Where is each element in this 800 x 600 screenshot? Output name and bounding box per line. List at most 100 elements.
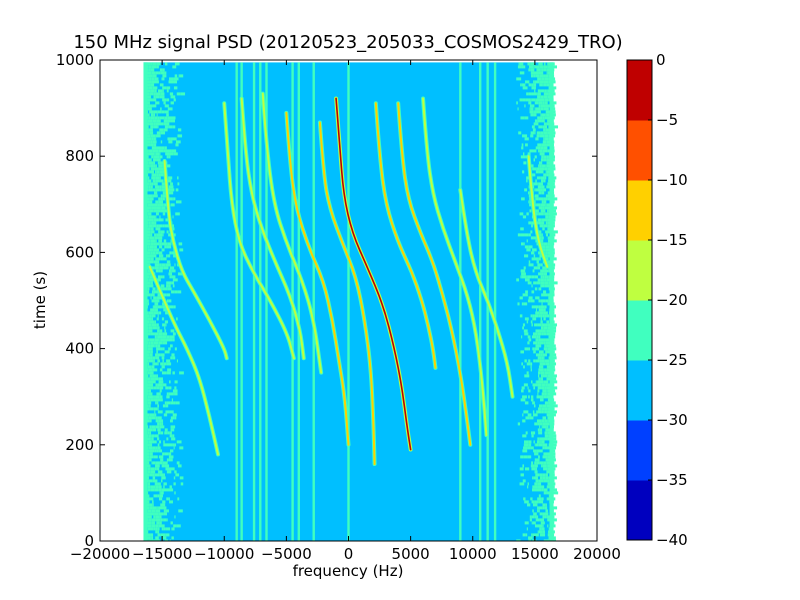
edge-noise-cell — [543, 74, 546, 78]
edge-noise-cell — [522, 215, 527, 219]
edge-noise-cell — [535, 329, 540, 333]
edge-noise-cell — [156, 506, 158, 510]
edge-noise-cell — [147, 344, 151, 348]
edge-noise-cell — [170, 101, 174, 105]
edge-noise-cell — [552, 281, 558, 285]
edge-noise-cell — [157, 236, 163, 240]
edge-noise-cell — [149, 458, 152, 462]
edge-noise-cell — [538, 305, 541, 309]
edge-noise-cell — [545, 113, 547, 117]
edge-noise-cell — [537, 182, 539, 186]
edge-noise-cell — [147, 230, 149, 234]
edge-noise-cell — [537, 482, 542, 486]
edge-noise-cell — [159, 152, 161, 156]
edge-noise-cell — [537, 323, 542, 327]
edge-noise-cell — [153, 296, 157, 300]
edge-noise-cell — [166, 470, 172, 474]
edge-noise-cell — [171, 290, 175, 294]
edge-noise-cell — [157, 314, 159, 318]
edge-noise-cell — [155, 137, 157, 141]
edge-noise-cell — [148, 326, 153, 330]
edge-noise-cell — [156, 206, 161, 210]
edge-noise-cell — [522, 326, 524, 330]
edge-noise-cell — [154, 77, 159, 81]
edge-noise-cell — [168, 488, 174, 492]
edge-noise-cell — [519, 98, 523, 102]
edge-noise-cell — [546, 83, 550, 87]
edge-noise-cell — [157, 422, 160, 426]
edge-noise-cell — [538, 479, 542, 483]
edge-noise-cell — [539, 518, 544, 522]
edge-noise-cell — [152, 251, 156, 255]
edge-noise-cell — [553, 464, 558, 468]
edge-noise-cell — [155, 134, 157, 138]
edge-noise-cell — [531, 515, 535, 519]
edge-noise-cell — [545, 194, 551, 198]
colorbar-segment — [627, 240, 652, 301]
colorbar-tick-label: −30 — [656, 411, 688, 429]
edge-noise-cell — [543, 356, 545, 360]
edge-noise-cell — [159, 521, 162, 525]
edge-noise-cell — [170, 356, 173, 360]
edge-noise-cell — [172, 215, 174, 219]
edge-noise-cell — [540, 188, 543, 192]
edge-noise-cell — [524, 440, 529, 444]
edge-noise-cell — [537, 230, 542, 234]
edge-noise-cell — [157, 530, 160, 534]
edge-noise-cell — [519, 296, 523, 300]
edge-noise-cell — [174, 416, 177, 420]
edge-noise-cell — [171, 281, 175, 285]
edge-noise-cell — [160, 362, 164, 366]
edge-noise-cell — [161, 491, 164, 495]
edge-noise-cell — [527, 455, 532, 459]
edge-noise-cell — [164, 209, 167, 213]
edge-noise-cell — [547, 227, 551, 231]
edge-noise-cell — [546, 158, 551, 162]
edge-noise-cell — [539, 224, 544, 228]
edge-noise-cell — [149, 395, 154, 399]
edge-noise-cell — [521, 197, 525, 201]
edge-noise-cell — [147, 86, 149, 90]
edge-noise-cell — [165, 338, 169, 342]
edge-noise-cell — [538, 170, 544, 174]
edge-noise-cell — [545, 74, 549, 78]
edge-noise-cell — [157, 383, 163, 387]
edge-noise-cell — [153, 359, 155, 363]
edge-noise-cell — [155, 344, 158, 348]
edge-noise-cell — [164, 326, 166, 330]
edge-noise-cell — [540, 278, 544, 282]
edge-noise-cell — [528, 263, 534, 267]
edge-noise-cell — [153, 509, 156, 513]
edge-noise-cell — [146, 104, 149, 108]
edge-noise-cell — [162, 68, 165, 72]
edge-noise-cell — [161, 317, 165, 321]
edge-noise-cell — [547, 224, 551, 228]
vertical-line-9 — [459, 62, 462, 541]
edge-noise-cell — [165, 404, 169, 408]
edge-noise-cell — [537, 422, 540, 426]
edge-noise-cell — [543, 452, 548, 456]
edge-noise-cell — [152, 74, 157, 78]
edge-noise-cell — [530, 320, 533, 324]
edge-noise-cell — [159, 422, 162, 426]
edge-noise-cell — [553, 230, 558, 234]
edge-noise-cell — [520, 398, 526, 402]
edge-noise-cell — [158, 338, 160, 342]
edge-noise-cell — [164, 329, 167, 333]
edge-noise-cell — [535, 353, 541, 357]
edge-noise-cell — [153, 92, 156, 96]
edge-noise-cell — [162, 323, 166, 327]
edge-noise-cell — [543, 539, 547, 541]
edge-noise-cell — [535, 338, 539, 342]
edge-noise-cell — [154, 320, 156, 324]
edge-noise-cell — [521, 335, 523, 339]
edge-noise-cell — [541, 479, 544, 483]
edge-noise-cell — [149, 506, 151, 510]
edge-noise-cell — [551, 443, 557, 447]
edge-noise-cell — [542, 473, 546, 477]
edge-noise-cell — [150, 350, 153, 354]
edge-noise-cell — [542, 248, 546, 252]
edge-noise-cell — [147, 488, 151, 492]
edge-noise-cell — [543, 368, 545, 372]
